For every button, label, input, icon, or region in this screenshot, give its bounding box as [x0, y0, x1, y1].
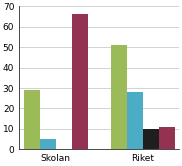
Bar — [39, 139, 56, 149]
Bar — [127, 92, 143, 149]
Bar — [159, 127, 175, 149]
Bar — [111, 45, 127, 149]
Bar — [72, 14, 88, 149]
Bar — [23, 90, 39, 149]
Bar — [143, 129, 159, 149]
